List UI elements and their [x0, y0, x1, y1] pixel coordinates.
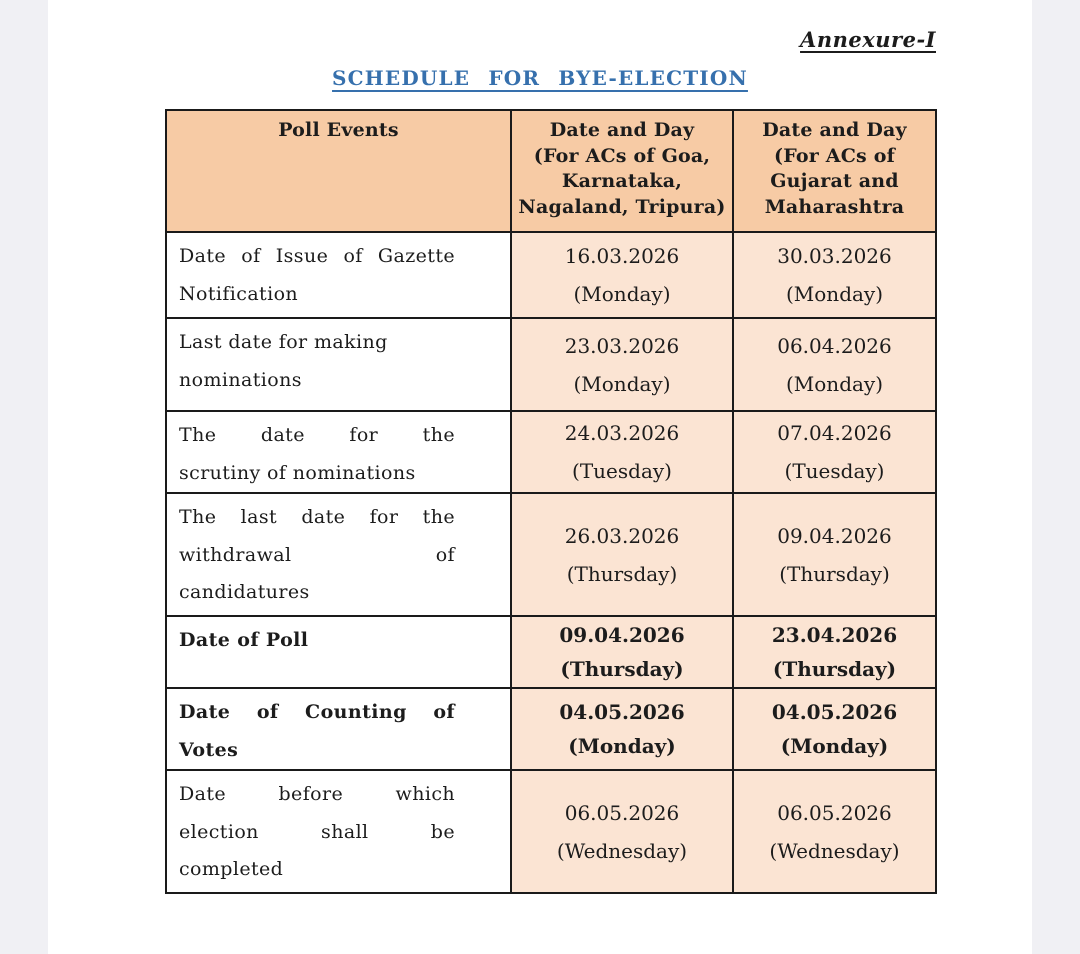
event-text-line: nominations [179, 368, 302, 391]
event-cell: Date before which election shall be comp… [165, 769, 512, 894]
table-row-election-completed: Date before which election shall be comp… [165, 769, 937, 894]
event-cell: Date of Issue of Gazette Notification [165, 231, 512, 319]
date-value: 04.05.2026 [771, 700, 898, 724]
event-text-line: withdrawal of [179, 543, 455, 566]
header-line: Date and Day [549, 119, 695, 141]
header-line: Maharashtra [764, 195, 905, 218]
day-value: (Thursday) [779, 561, 890, 586]
goa-date-cell: 06.05.2026 (Wednesday) [510, 769, 734, 894]
day-value: (Tuesday) [784, 459, 885, 483]
date-value: 07.04.2026 [777, 421, 892, 445]
gujarat-date-cell: 09.04.2026 (Thursday) [732, 492, 937, 617]
event-text-line: Date before which [179, 783, 455, 805]
goa-date-cell: 26.03.2026 (Thursday) [510, 492, 734, 617]
gujarat-date-cell: 07.04.2026 (Tuesday) [732, 410, 937, 494]
table-row-withdrawal-candidatures: The last date for the withdrawal of cand… [165, 492, 937, 617]
header-goa-group: Date and Day (For ACs of Goa, Karnataka,… [510, 109, 734, 233]
event-text-line: Notification [179, 282, 299, 305]
date-value: 24.03.2026 [564, 421, 680, 445]
table-row-last-date-nominations: Last date for making nominations 23.03.2… [165, 317, 937, 412]
table-row-gazette-notification: Date of Issue of Gazette Notification 16… [165, 231, 937, 319]
goa-date-cell: 04.05.2026 (Monday) [510, 687, 734, 771]
goa-date-cell: 09.04.2026 (Thursday) [510, 615, 734, 689]
day-value: (Monday) [785, 371, 884, 396]
header-gujarat-group: Date and Day (For ACs of Gujarat and Mah… [732, 109, 937, 233]
gujarat-date-cell: 30.03.2026 (Monday) [732, 231, 937, 319]
event-text-line: Date of Issue of Gazette [179, 245, 455, 267]
bye-election-schedule-table: Poll Events Date and Day (For ACs of Goa… [165, 109, 937, 894]
gujarat-date-cell: 06.05.2026 (Wednesday) [732, 769, 937, 894]
table-row-counting-of-votes: Date of Counting of Votes 04.05.2026 (Mo… [165, 687, 937, 771]
day-value: (Wednesday) [769, 838, 900, 863]
event-text-line: Last date for making [179, 331, 388, 353]
table-row-scrutiny-nominations: The date for the scrutiny of nominations… [165, 410, 937, 494]
header-line: Poll Events [278, 119, 399, 141]
event-text-line: Votes [179, 738, 239, 761]
table-row-date-of-poll: Date of Poll 09.04.2026 (Thursday) 23.04… [165, 615, 937, 689]
event-text-line: Date of Counting of [179, 701, 455, 723]
date-value: 30.03.2026 [777, 244, 892, 268]
day-value: (Monday) [785, 282, 884, 306]
day-value: (Monday) [568, 734, 676, 758]
date-value: 09.04.2026 [559, 623, 685, 647]
day-value: (Thursday) [560, 657, 684, 681]
document-page: Annexure-I SCHEDULE FOR BYE-ELECTION Pol… [48, 0, 1032, 954]
event-text-line: completed [179, 858, 284, 880]
event-cell: Date of Counting of Votes [165, 687, 512, 771]
date-value: 06.05.2026 [777, 800, 892, 825]
day-value: (Tuesday) [572, 459, 672, 483]
day-value: (Monday) [780, 734, 889, 758]
date-value: 23.04.2026 [771, 623, 898, 647]
date-value: 16.03.2026 [564, 244, 680, 268]
day-value: (Thursday) [772, 657, 897, 681]
event-text-line: Date of Poll [179, 629, 309, 651]
header-line: Gujarat and [770, 170, 899, 192]
header-line: Date and Day [762, 119, 907, 141]
event-text-line: scrutiny of nominations [179, 461, 416, 484]
date-value: 09.04.2026 [777, 523, 892, 548]
table-header-row: Poll Events Date and Day (For ACs of Goa… [165, 109, 937, 233]
goa-date-cell: 16.03.2026 (Monday) [510, 231, 734, 319]
header-poll-events: Poll Events [165, 109, 512, 233]
event-cell: The last date for the withdrawal of cand… [165, 492, 512, 617]
event-text-line: candidatures [179, 581, 310, 603]
day-value: (Thursday) [566, 561, 678, 586]
date-value: 04.05.2026 [559, 700, 685, 724]
date-value: 06.04.2026 [777, 333, 892, 358]
event-cell: Date of Poll [165, 615, 512, 689]
header-line: Nagaland, Tripura) [518, 195, 726, 218]
day-value: (Monday) [573, 282, 671, 306]
day-value: (Wednesday) [556, 838, 688, 863]
event-text-line: The last date for the [179, 506, 455, 528]
goa-date-cell: 24.03.2026 (Tuesday) [510, 410, 734, 494]
gujarat-date-cell: 23.04.2026 (Thursday) [732, 615, 937, 689]
gujarat-date-cell: 04.05.2026 (Monday) [732, 687, 937, 771]
annexure-label: Annexure-I [800, 27, 936, 52]
event-text-line: election shall be [179, 820, 455, 843]
goa-date-cell: 23.03.2026 (Monday) [510, 317, 734, 412]
header-line: (For ACs of [774, 144, 895, 167]
event-cell: Last date for making nominations [165, 317, 512, 412]
page-title: SCHEDULE FOR BYE-ELECTION [332, 66, 748, 90]
day-value: (Monday) [573, 371, 671, 396]
event-cell: The date for the scrutiny of nominations [165, 410, 512, 494]
header-line: Karnataka, [561, 170, 683, 192]
header-line: (For ACs of Goa, [533, 144, 711, 167]
event-text-line: The date for the [179, 424, 455, 446]
gujarat-date-cell: 06.04.2026 (Monday) [732, 317, 937, 412]
date-value: 23.03.2026 [564, 333, 680, 358]
date-value: 06.05.2026 [564, 800, 680, 825]
date-value: 26.03.2026 [564, 523, 680, 548]
